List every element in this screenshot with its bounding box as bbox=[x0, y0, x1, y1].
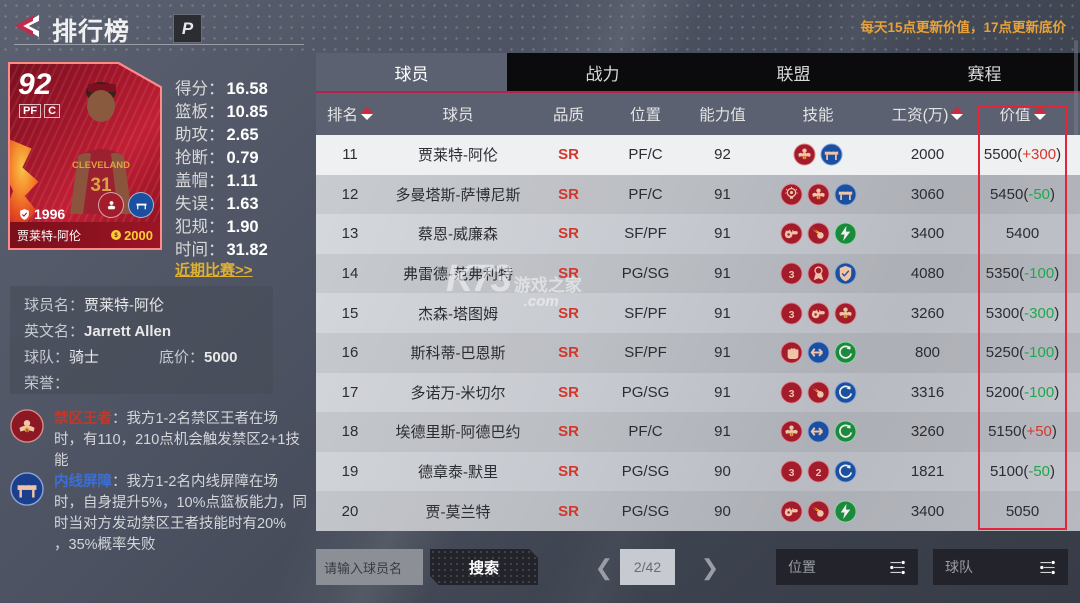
svg-text:2: 2 bbox=[815, 467, 821, 479]
svg-text:3: 3 bbox=[788, 269, 794, 281]
svg-text:3: 3 bbox=[788, 308, 794, 320]
svg-text:CLEVELAND: CLEVELAND bbox=[72, 160, 130, 171]
svg-text:3: 3 bbox=[788, 467, 794, 479]
svg-text:3: 3 bbox=[788, 388, 794, 400]
